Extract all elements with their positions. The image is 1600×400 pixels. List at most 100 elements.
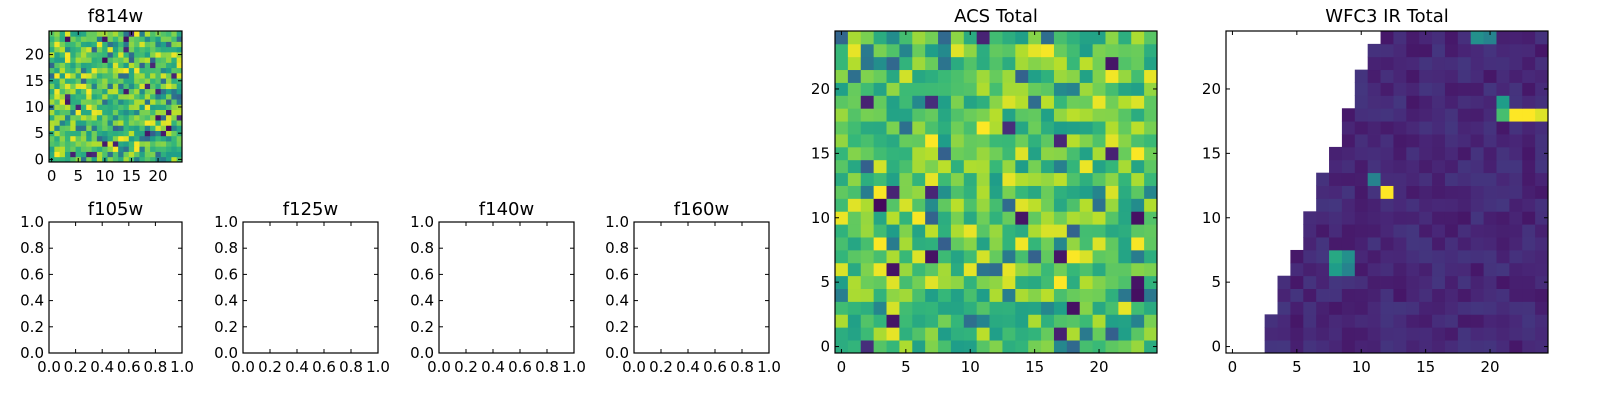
heatmap-cell (155, 62, 162, 69)
heatmap-cell (925, 211, 939, 225)
heatmap-cell (1041, 121, 1055, 135)
heatmap-cell (96, 109, 103, 116)
heatmap-cell (1380, 43, 1394, 58)
y-tick-label: 0.8 (214, 239, 238, 257)
y-tick-label: 0.0 (410, 344, 434, 362)
heatmap-cell (1144, 56, 1158, 71)
heatmap-cell (950, 327, 965, 341)
heatmap-cell (107, 120, 114, 126)
heatmap-cell (54, 151, 61, 158)
heatmap-cell (899, 95, 913, 109)
heatmap-cell (1041, 146, 1055, 161)
heatmap-cell (70, 156, 76, 163)
y-tick-label: 1.0 (20, 213, 44, 231)
axes-frame (834, 30, 1158, 354)
heatmap-cell (155, 125, 162, 131)
heatmap-cell (96, 78, 103, 84)
heatmap-cell (139, 78, 146, 84)
heatmap-cell (1105, 185, 1119, 199)
heatmap-cell (912, 159, 926, 174)
heatmap-cell (1483, 95, 1497, 109)
heatmap-cell (80, 57, 87, 63)
heatmap-cell (75, 51, 82, 58)
heatmap-cell (112, 130, 119, 137)
heatmap-cell (1131, 301, 1145, 315)
heatmap-cell (102, 104, 108, 110)
heatmap-cell (123, 109, 130, 116)
heatmap-cell (176, 125, 183, 131)
heatmap-cell (49, 151, 55, 158)
heatmap-cell (80, 141, 87, 147)
heatmap-cell (1483, 314, 1497, 328)
heatmap-cell (107, 130, 114, 137)
heatmap-cell (1496, 224, 1510, 238)
heatmap-cell (1393, 275, 1407, 289)
heatmap-cell (1432, 327, 1446, 341)
heatmap-cell (70, 51, 76, 58)
heatmap-cell (1444, 224, 1459, 238)
heatmap-cell (118, 146, 124, 152)
heatmap-cell (144, 125, 151, 131)
heatmap-cell (1053, 146, 1068, 161)
heatmap-cell (1015, 340, 1029, 354)
heatmap-cell (112, 72, 119, 79)
heatmap-cell (1316, 185, 1330, 199)
heatmap-cell (1470, 301, 1484, 315)
heatmap-cell (1496, 262, 1510, 277)
heatmap-cell (1066, 108, 1081, 122)
heatmap-cell (1457, 314, 1472, 328)
heatmap-cell (64, 78, 71, 84)
heatmap-cell (1470, 288, 1484, 302)
heatmap-cell (1341, 172, 1356, 186)
heatmap-cell (134, 31, 140, 37)
heatmap-cell (80, 125, 87, 131)
heatmap-cell (123, 125, 130, 131)
heatmap-cell (112, 104, 119, 110)
heatmap-cell (107, 141, 114, 147)
heatmap-cell (176, 46, 183, 53)
heatmap-cell (989, 43, 1003, 58)
heatmap-cell (176, 36, 183, 42)
heatmap-cell (134, 109, 140, 116)
heatmap-cell (70, 88, 76, 95)
heatmap-cell (144, 51, 151, 58)
x-tick-label: 0 (837, 358, 847, 376)
heatmap-cell (64, 135, 71, 142)
heatmap-cell (976, 211, 990, 225)
heatmap-cell (54, 93, 61, 100)
heatmap-cell (1509, 56, 1523, 71)
heatmap-cell (1341, 314, 1356, 328)
heatmap-cell (1432, 224, 1446, 238)
heatmap-cell (989, 108, 1003, 122)
heatmap-cell (75, 67, 82, 74)
heatmap-cell (128, 67, 135, 74)
heatmap-cell (1432, 211, 1446, 225)
heatmap-cell (1496, 43, 1510, 58)
heatmap-cell (1002, 327, 1016, 341)
heatmap-cell (1092, 327, 1106, 341)
heatmap-cell (59, 78, 66, 84)
heatmap-cell (150, 62, 156, 69)
heatmap-cell (1341, 275, 1356, 289)
heatmap-cell (75, 46, 82, 53)
heatmap-cell (176, 99, 183, 105)
heatmap-cell (1028, 95, 1042, 109)
heatmap-cell (107, 72, 114, 79)
heatmap-cell (150, 141, 156, 147)
heatmap-cell (91, 135, 98, 142)
heatmap-cell (1329, 301, 1343, 315)
heatmap-cell (1316, 249, 1330, 264)
heatmap-cell (1444, 340, 1459, 354)
heatmap-cell (91, 104, 98, 110)
heatmap-cell (1483, 288, 1497, 302)
y-tick-label: 0.0 (214, 344, 238, 362)
x-tick-label: 0.2 (649, 358, 673, 376)
heatmap-cell (123, 135, 130, 142)
heatmap-cell (1053, 82, 1068, 96)
heatmap-cell (107, 78, 114, 84)
heatmap-cell (1144, 185, 1158, 199)
heatmap-cell (912, 108, 926, 122)
heatmap-cell (166, 109, 172, 116)
heatmap-cell (139, 31, 146, 37)
heatmap-cell (150, 104, 156, 110)
